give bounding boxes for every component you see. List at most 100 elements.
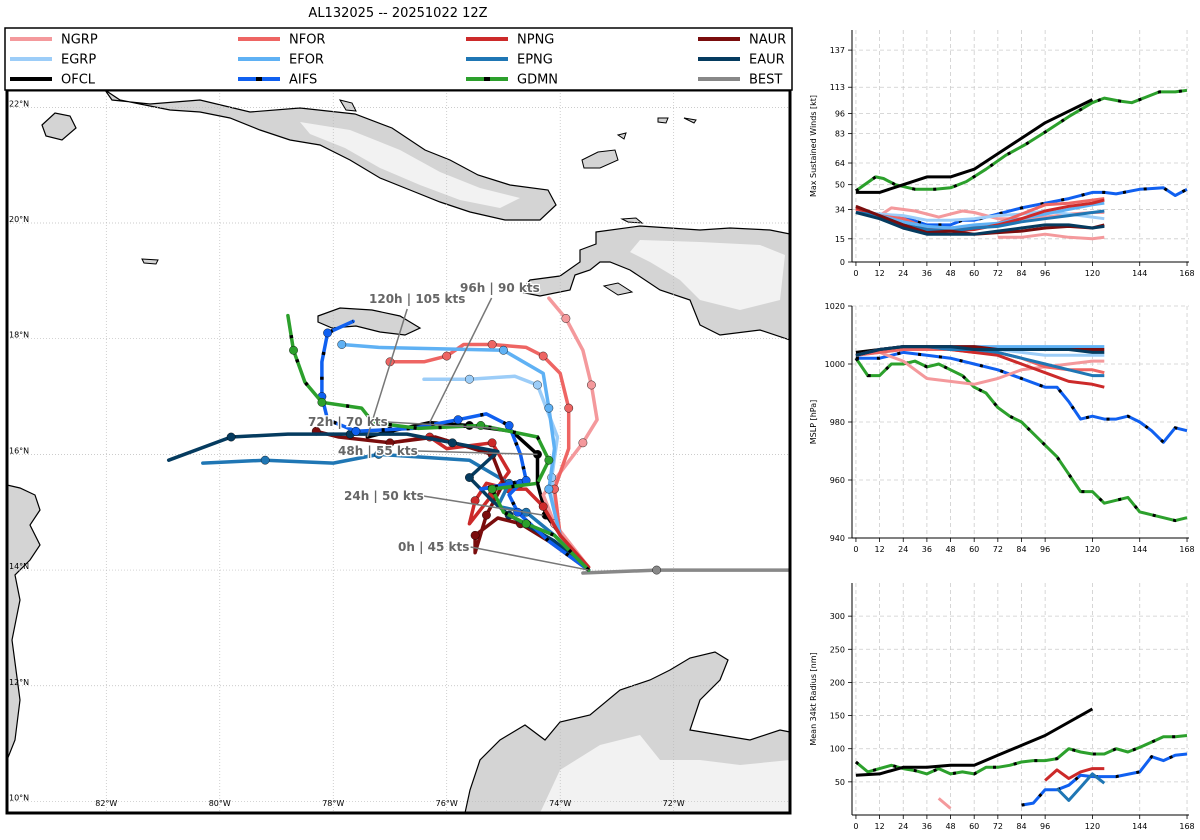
- track-point-npng: [538, 502, 548, 511]
- track-point-naur: [385, 438, 395, 448]
- panel-y-tick-label: 64: [835, 159, 845, 168]
- track-point-aifs: [323, 328, 332, 338]
- track-point-gdmn: [521, 519, 531, 529]
- land-masses: [7, 90, 790, 813]
- map-lat-label: 18°N: [9, 331, 29, 340]
- panel-x-tick-label: 120: [1085, 545, 1100, 554]
- panel-y-tick-label: 300: [830, 612, 845, 621]
- track-line-epng: [201, 452, 591, 572]
- panel-ylabel: Max Sustained Winds [kt]: [809, 95, 818, 197]
- panel-x-tick-label: 84: [1016, 545, 1026, 554]
- track-point-egrp: [465, 374, 474, 384]
- track-point-epng: [374, 449, 384, 459]
- track-point-aifs: [453, 415, 463, 425]
- map-lat-label: 16°N: [9, 446, 29, 455]
- panel-x-tick-label: 144: [1132, 269, 1147, 278]
- map-annotations: 0h | 45 kts 24h | 50 kts 48h | 55 kts 72h |…: [307, 280, 541, 556]
- legend-item-nfor: NFOR: [238, 33, 325, 48]
- track-point-ngrp: [561, 314, 571, 323]
- panel-series-dash-aifs: [855, 350, 1188, 445]
- panel-x-tick-label: 60: [969, 545, 979, 554]
- panel-ylabel: MSLP [hPa]: [809, 400, 818, 444]
- land-cay-3: [657, 117, 669, 124]
- land-gonave: [602, 282, 634, 296]
- panel-x-tick-label: 12: [874, 545, 884, 554]
- panel-series-aifs: [855, 186, 1188, 227]
- land-tortuga: [620, 217, 644, 224]
- panel-x-tick-label: 96: [1040, 822, 1050, 831]
- panel-x-tick-label: 12: [874, 269, 884, 278]
- panel-y-tick-label: 960: [830, 476, 845, 485]
- track-point-eaur: [448, 438, 457, 448]
- legend-label: EGRP: [61, 53, 96, 68]
- legend-label: GDMN: [517, 73, 558, 88]
- legend-item-naur: NAUR: [698, 33, 786, 48]
- panel-x-tick-label: 84: [1016, 822, 1026, 831]
- track-efor: [337, 340, 591, 572]
- panel-y-tick-label: 200: [830, 678, 845, 687]
- panel-series-ngrp: [855, 350, 1105, 386]
- track-point-efor: [544, 403, 554, 413]
- track-map: 0h | 45 kts 24h | 50 kts 48h | 55 kts 72h |…: [5, 88, 792, 815]
- track-point-epng: [260, 455, 270, 465]
- legend-item-ofcl: OFCL: [10, 73, 96, 88]
- panel-y-tick-label: 150: [830, 712, 845, 721]
- legend-box: [4, 27, 793, 91]
- panel-y-tick-label: 1000: [825, 360, 845, 369]
- track-point-eaur: [226, 432, 236, 442]
- track-point-efor: [337, 340, 347, 349]
- land-isle-of-youth: [41, 112, 77, 141]
- panel-x-tick-label: 24: [898, 822, 908, 831]
- panel-x-tick-label: 120: [1085, 822, 1100, 831]
- map-lat-label: 22°N: [9, 99, 29, 108]
- panel-series-efor: [855, 201, 1105, 230]
- legend-label: EAUR: [749, 53, 785, 68]
- panel-y-tick-label: 50: [835, 181, 845, 190]
- track-point-ngrp: [587, 380, 596, 390]
- legend-label: AIFS: [289, 73, 317, 88]
- map-lat-label: 12°N: [9, 678, 29, 687]
- panel-y-tick-label: 113: [830, 83, 845, 92]
- track-point-gdmn: [289, 345, 298, 355]
- panel-y-tick-label: 50: [835, 778, 845, 787]
- annotation-leader: [417, 450, 538, 456]
- track-point-npng: [487, 438, 497, 448]
- track-point-efor: [499, 345, 508, 355]
- legend-item-gdmn: GDMN: [466, 73, 558, 88]
- track-point-nfor: [442, 351, 452, 361]
- land-cuba-inner: [300, 122, 520, 208]
- panel-series-grpx: [997, 232, 1105, 241]
- track-point-eaur: [465, 473, 474, 482]
- panel-y-tick-label: 0: [840, 258, 845, 267]
- panel-series-ngrp: [937, 797, 952, 810]
- land-cay-4: [683, 117, 697, 124]
- panel-x-tick-label: 0: [853, 269, 858, 278]
- panel-y-tick-label: 15: [835, 235, 845, 244]
- map-tracks: [166, 296, 790, 575]
- panel-y-tick-label: 100: [830, 745, 845, 754]
- track-point-naur: [482, 510, 491, 520]
- panel-y-tick-label: 96: [835, 110, 845, 119]
- legend-label: NFOR: [289, 33, 325, 48]
- legend-label: EPNG: [517, 53, 553, 68]
- panel-series-npng: [1044, 767, 1105, 782]
- track-point-efor: [544, 484, 554, 494]
- panel-y-tick-label: 250: [830, 645, 845, 654]
- map-lon-label: 74°W: [549, 799, 571, 808]
- map-lon-label: 72°W: [663, 799, 685, 808]
- panel-y-tick-label: 940: [830, 534, 845, 543]
- annotation-leader: [366, 308, 408, 438]
- land-cay-2: [616, 132, 627, 140]
- track-line-aifs: [320, 319, 591, 572]
- panel-x-tick-label: 48: [945, 822, 955, 831]
- legend-label: EFOR: [289, 53, 324, 68]
- track-annotation: 24h | 50 kts: [344, 489, 424, 503]
- panel-x-tick-label: 0: [853, 822, 858, 831]
- track-line-ngrp: [541, 296, 599, 569]
- panel-series-ofcl: [855, 98, 1094, 194]
- panel-x-tick-label: 60: [969, 269, 979, 278]
- land-inagua: [581, 149, 619, 169]
- land-hispaniola-inner: [630, 240, 785, 310]
- track-line-best: [581, 568, 790, 575]
- panel-1: 0 15 34 50 64 83 96 113 137 0 12 24 36 48 60 72 84 96 120 1…: [809, 30, 1195, 278]
